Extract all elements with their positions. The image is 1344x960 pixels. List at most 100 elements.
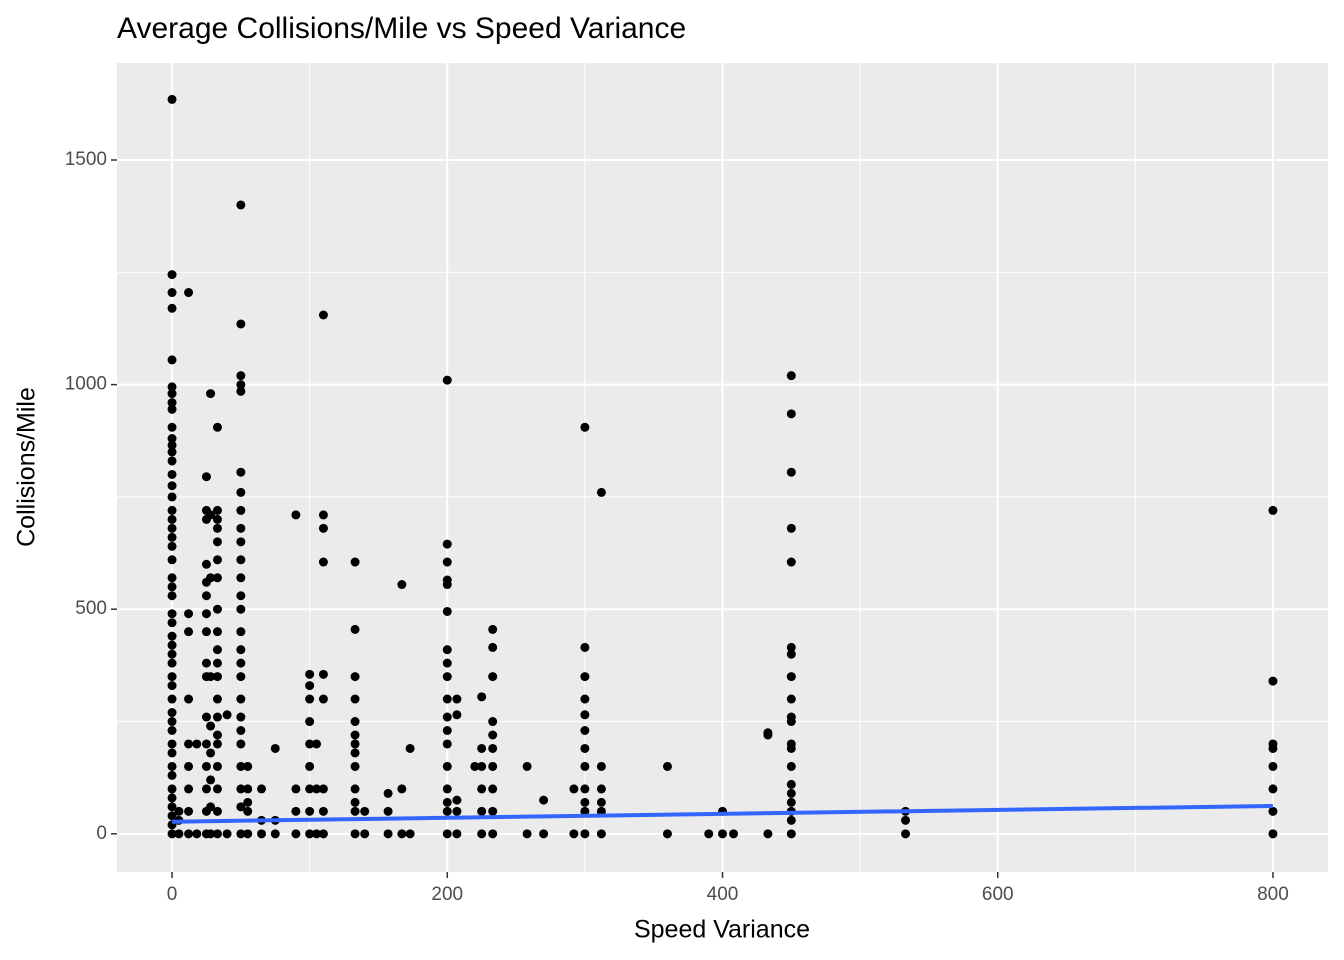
point [1268,743,1278,753]
point [488,806,498,816]
point [167,492,177,502]
point [442,761,452,771]
point [212,604,222,614]
point [488,730,498,740]
point [452,795,462,805]
point [212,806,222,816]
point [580,829,590,839]
point [212,422,222,432]
point [442,557,452,567]
point [184,784,194,794]
point [256,829,266,839]
point [488,761,498,771]
point [206,802,216,812]
point [383,806,393,816]
point [596,784,606,794]
point [206,672,216,682]
point [580,672,590,682]
point [580,422,590,432]
point [236,645,246,655]
point [786,371,796,381]
point [580,726,590,736]
point [786,409,796,419]
point [167,793,177,803]
point [539,829,549,839]
point [236,604,246,614]
point [167,784,177,794]
point [167,609,177,619]
point [580,784,590,794]
point [442,658,452,668]
point [206,573,216,583]
point [236,573,246,583]
point [442,672,452,682]
point [184,609,194,619]
point [350,829,360,839]
point [704,829,714,839]
y-tick-label: 1500 [65,149,107,170]
point [442,712,452,722]
point [442,784,452,794]
point [786,672,796,682]
point [212,739,222,749]
point [167,404,177,414]
point [201,658,211,668]
point [291,510,301,520]
point [729,829,739,839]
trend-line [172,803,1273,824]
point [167,422,177,432]
point [318,510,328,520]
point [901,815,911,825]
point [212,537,222,547]
point [763,730,773,740]
point [1268,806,1278,816]
point [1268,676,1278,686]
point [305,739,315,749]
point [350,739,360,749]
point [488,717,498,727]
point [184,829,194,839]
point [167,681,177,691]
point [488,642,498,652]
point [305,829,315,839]
point [318,669,328,679]
point [212,523,222,533]
point [212,672,222,682]
point [569,829,579,839]
point [580,694,590,704]
point [167,761,177,771]
point [236,200,246,210]
point [236,591,246,601]
x-tick-label: 0 [167,884,178,905]
point [786,649,796,659]
point [405,743,415,753]
point [470,761,480,771]
point [477,743,487,753]
point [662,761,672,771]
point [488,784,498,794]
point [270,743,280,753]
point [167,456,177,466]
point [212,658,222,668]
point [167,829,177,839]
point [167,434,177,444]
point [201,472,211,482]
point [786,467,796,477]
point [662,829,672,839]
point [291,784,301,794]
point [305,784,315,794]
point [580,642,590,652]
point [580,743,590,753]
point [212,514,222,524]
point [360,829,370,839]
point [167,270,177,280]
point [167,726,177,736]
point [236,712,246,722]
point [786,642,796,652]
point [350,797,360,807]
point [596,829,606,839]
point [318,806,328,816]
point [477,784,487,794]
point [786,523,796,533]
